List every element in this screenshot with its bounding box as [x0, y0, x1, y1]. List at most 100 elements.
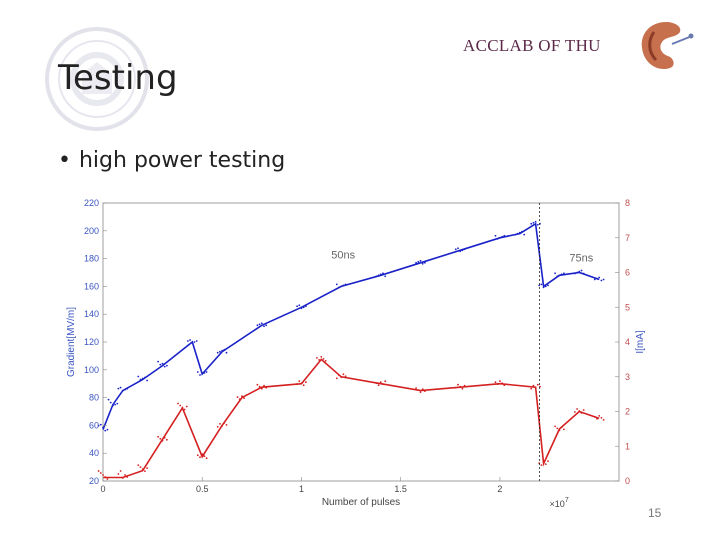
current-series-point [421, 388, 424, 390]
gradient-series-point [106, 428, 109, 431]
current-series-point [379, 381, 382, 384]
current-series-point [532, 384, 535, 387]
gradient-series-point [223, 348, 226, 351]
gradient-series-point [260, 322, 263, 325]
gradient-series-point [463, 248, 466, 251]
gradient-series-point [518, 231, 521, 234]
gradient-series-point [582, 272, 585, 275]
current-series-point [454, 386, 457, 389]
current-series-point [296, 383, 298, 386]
current-series-point [547, 460, 549, 462]
gradient-series-point [574, 272, 576, 275]
current-series-line [103, 358, 600, 479]
gradient-series-point [146, 379, 148, 382]
gradient-series-point [424, 261, 426, 264]
gradient-series-point [340, 285, 343, 288]
y-tick-label-right: 8 [625, 198, 630, 208]
gradient-series-point [593, 278, 596, 281]
current-series-point [580, 412, 583, 414]
current-series-point [544, 463, 547, 465]
current-series-point [457, 383, 459, 386]
gradient-series-point [157, 360, 159, 363]
current-series-point [563, 428, 565, 431]
current-series-point [258, 385, 261, 388]
current-series-point [424, 390, 426, 392]
current-series-point [236, 396, 239, 398]
gradient-series-point [558, 274, 561, 277]
current-series-point [263, 384, 265, 387]
gradient-series-point [107, 398, 110, 401]
current-series-point [494, 381, 497, 384]
gradient-series-point [503, 234, 506, 237]
current-series-point [377, 384, 380, 387]
gradient-series-point [379, 273, 382, 276]
y-tick-label-left: 140 [84, 309, 99, 319]
current-series-point [602, 419, 605, 421]
current-series-point [556, 427, 559, 430]
current-series-point [216, 426, 219, 428]
current-series-point [536, 383, 539, 386]
y-tick-label-left: 120 [84, 337, 99, 347]
current-series-point [593, 416, 596, 418]
gradient-series-point [536, 223, 539, 226]
current-series-point [342, 373, 345, 376]
accelerator-logo-icon [641, 22, 694, 70]
gradient-series-point [298, 304, 301, 307]
y-tick-label-right: 1 [625, 441, 630, 451]
gradient-series-point [137, 375, 140, 378]
current-series-point [501, 382, 503, 385]
current-series-point [298, 380, 301, 383]
gradient-series-point [300, 307, 303, 310]
annotation-50ns: 50ns [331, 250, 355, 262]
gradient-series-point [104, 429, 107, 432]
gradient-series-point [265, 324, 268, 327]
gradient-series-point [494, 234, 497, 237]
gradient-series-point [544, 285, 547, 288]
gradient-series-point [112, 404, 114, 407]
current-series-point [126, 476, 129, 478]
gradient-series-point [417, 260, 420, 263]
bullet-text: high power testing [78, 148, 286, 173]
current-series-point [335, 377, 338, 380]
current-series-point [137, 464, 140, 466]
current-series-point [578, 410, 581, 412]
current-series-point [183, 408, 186, 411]
gradient-series-point [461, 249, 464, 252]
current-series-point [338, 374, 340, 377]
gradient-series-point [596, 277, 598, 280]
current-series-point [102, 474, 104, 476]
current-series-point [318, 359, 320, 361]
current-series-point [141, 468, 144, 470]
current-series-point [163, 436, 166, 439]
y-tick-label-left: 80 [89, 393, 99, 403]
current-series-point [221, 425, 224, 427]
gradient-series-point [195, 340, 198, 342]
current-series-point [166, 438, 168, 441]
current-series-point [554, 425, 556, 428]
current-series-point [503, 384, 506, 387]
y-tick-label-left: 180 [84, 254, 99, 264]
x-axis-label: Number of pulses [322, 497, 400, 508]
gradient-series-point [102, 426, 104, 429]
gradient-series-point [296, 305, 298, 308]
gradient-series-point [302, 306, 305, 309]
current-series-point [419, 391, 422, 393]
current-series-point [99, 472, 102, 474]
gradient-series-point [191, 342, 194, 344]
y-tick-label-left: 40 [89, 448, 99, 458]
current-series-point [241, 395, 243, 397]
gradient-series-point [530, 222, 533, 225]
gradient-series-point [542, 286, 545, 289]
gradient-series-point [501, 235, 503, 238]
x-tick-label: 1.5 [394, 484, 407, 494]
current-series-point [344, 375, 347, 378]
gradient-series-point [382, 272, 384, 275]
current-series-point [119, 470, 122, 472]
current-series-point [582, 409, 585, 411]
gradient-series-point [554, 272, 556, 275]
gradient-series-point [419, 259, 422, 262]
current-series-point [600, 417, 603, 419]
current-series-point [146, 467, 148, 469]
gradient-series-point [499, 236, 501, 239]
